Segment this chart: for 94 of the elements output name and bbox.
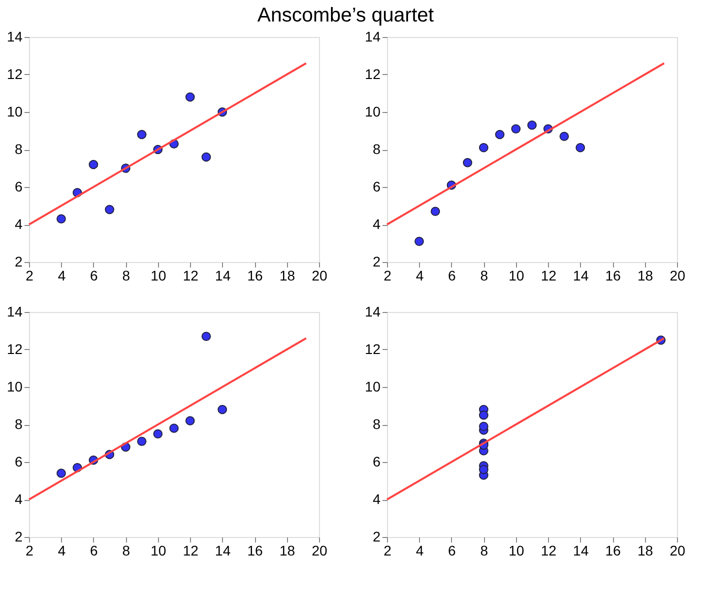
- y-tick-label: 6: [372, 454, 381, 470]
- x-tick-label: 8: [122, 268, 130, 284]
- point: [153, 429, 163, 439]
- point: [560, 132, 569, 142]
- point: [137, 130, 146, 140]
- y-tick-label: 4: [14, 216, 23, 232]
- y-tick-label: 2: [14, 254, 23, 270]
- x-tick-label: 16: [605, 268, 622, 284]
- x-tick-label: 2: [26, 268, 34, 284]
- x-tick-label: 18: [637, 542, 654, 558]
- x-tick-label: 2: [384, 268, 392, 284]
- point: [478, 410, 488, 420]
- x-tick-label: 12: [540, 542, 557, 558]
- y-tick-label: 8: [372, 416, 381, 432]
- y-tick-label: 14: [364, 304, 381, 320]
- x-tick-label: 18: [279, 268, 296, 284]
- point: [137, 436, 146, 446]
- y-tick-label: 8: [14, 141, 23, 157]
- x-tick-label: 16: [247, 542, 264, 558]
- point: [462, 158, 472, 168]
- point: [56, 214, 66, 224]
- x-tick-label: 8: [480, 268, 488, 284]
- point: [511, 124, 521, 134]
- x-tick-label: 10: [150, 542, 166, 558]
- x-tick-label: 14: [573, 268, 589, 284]
- x-tick-label: 6: [90, 542, 98, 558]
- y-tick-label: 8: [372, 141, 381, 157]
- point: [202, 332, 211, 342]
- y-tick-label: 2: [14, 528, 23, 544]
- x-tick-label: 6: [448, 268, 456, 284]
- x-tick-label: 14: [215, 268, 231, 284]
- point: [88, 160, 98, 170]
- point: [478, 142, 488, 152]
- y-tick-label: 12: [6, 341, 23, 357]
- x-tick-label: 14: [573, 542, 589, 558]
- x-tick-label: 4: [58, 542, 66, 558]
- x-tick-label: 20: [670, 268, 686, 284]
- point: [478, 464, 488, 474]
- y-tick-label: 10: [364, 104, 381, 120]
- x-tick-label: 12: [182, 268, 199, 284]
- y-tick-label: 4: [372, 216, 381, 232]
- y-tick-label: 10: [6, 104, 23, 120]
- x-tick-label: 2: [26, 542, 34, 558]
- chart-title: Anscombe’s quartet: [257, 4, 434, 26]
- x-tick-label: 20: [312, 542, 328, 558]
- y-tick-label: 12: [364, 66, 381, 82]
- point: [185, 92, 195, 102]
- x-tick-label: 6: [90, 268, 98, 284]
- x-tick-label: 16: [247, 268, 264, 284]
- x-tick-label: 20: [670, 542, 686, 558]
- x-tick-label: 20: [312, 268, 328, 284]
- point: [478, 422, 488, 432]
- x-tick-label: 18: [279, 542, 296, 558]
- x-tick-label: 8: [122, 542, 130, 558]
- point: [104, 204, 114, 214]
- x-tick-label: 10: [150, 268, 166, 284]
- point: [56, 468, 66, 478]
- y-tick-label: 12: [6, 66, 23, 82]
- y-tick-label: 10: [364, 378, 381, 394]
- y-tick-label: 4: [14, 491, 23, 507]
- x-tick-label: 2: [384, 542, 392, 558]
- point: [430, 206, 440, 216]
- x-tick-label: 6: [448, 542, 456, 558]
- x-tick-label: 16: [605, 542, 622, 558]
- y-tick-label: 4: [372, 491, 381, 507]
- y-tick-label: 6: [372, 178, 381, 194]
- y-tick-label: 14: [6, 304, 23, 320]
- point: [576, 142, 586, 152]
- y-tick-label: 10: [6, 378, 23, 394]
- point: [169, 424, 179, 433]
- x-tick-label: 14: [215, 542, 231, 558]
- x-tick-label: 8: [480, 542, 488, 558]
- x-tick-label: 12: [182, 542, 199, 558]
- y-tick-label: 2: [372, 254, 381, 270]
- point: [185, 416, 195, 426]
- y-tick-label: 6: [14, 178, 23, 194]
- y-tick-label: 14: [6, 28, 23, 44]
- x-tick-label: 10: [508, 542, 524, 558]
- x-tick-label: 10: [508, 268, 524, 284]
- point: [202, 152, 211, 162]
- x-tick-label: 4: [58, 268, 66, 284]
- x-tick-label: 18: [637, 268, 654, 284]
- x-tick-label: 4: [416, 542, 424, 558]
- y-tick-label: 8: [14, 416, 23, 432]
- point: [527, 120, 537, 130]
- y-tick-label: 2: [372, 528, 381, 544]
- x-tick-label: 12: [540, 268, 557, 284]
- point: [495, 130, 504, 140]
- x-tick-label: 4: [416, 268, 424, 284]
- point: [218, 404, 228, 414]
- point: [414, 236, 424, 246]
- y-tick-label: 6: [14, 454, 23, 470]
- y-tick-label: 14: [364, 28, 381, 44]
- y-tick-label: 12: [364, 341, 381, 357]
